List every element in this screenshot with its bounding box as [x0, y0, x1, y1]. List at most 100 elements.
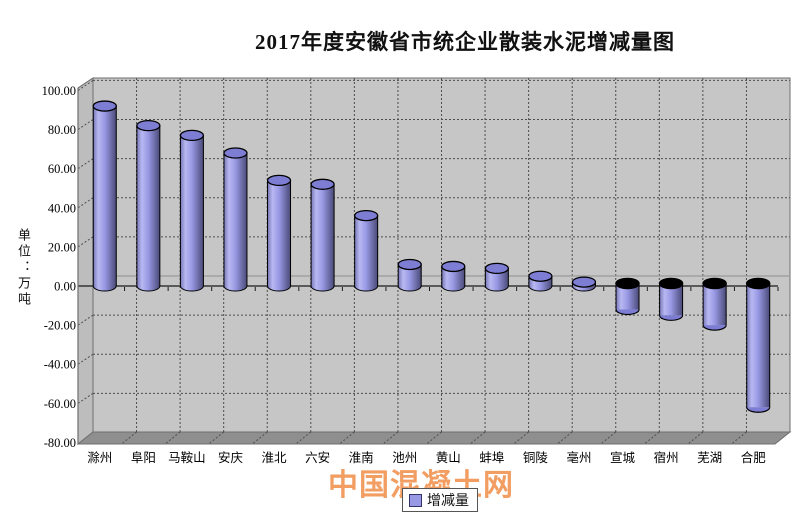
x-category-label: 六安 [305, 450, 330, 465]
h-gridline-wall-dash [77, 80, 94, 91]
cylinder-bar-合肥 [745, 277, 771, 413]
x-category-label: 宿州 [654, 450, 679, 465]
v-gridline-floor-dash [687, 431, 704, 445]
x-category-label: 阜阳 [131, 450, 156, 465]
v-gridline-floor-dash [339, 431, 355, 445]
bar-body [180, 135, 204, 286]
bar-negative-cap-ellipse [702, 277, 727, 290]
y-tick-label: -60.00 [44, 397, 76, 411]
x-category-label: 黄山 [436, 451, 461, 465]
cylinder-bar-阜阳 [136, 119, 161, 292]
cylinder-bar-六安 [310, 178, 335, 292]
h-gridline-wall-dash [77, 158, 94, 170]
y-tick-label: 60.00 [48, 162, 76, 176]
x-category-label: 淮南 [349, 450, 374, 465]
v-gridline-floor-dash [251, 431, 268, 445]
x-category-label: 合肥 [741, 450, 767, 465]
cylinder-bar-黄山 [441, 260, 466, 292]
y-axis-unit-label: 单位：万吨 [16, 228, 31, 308]
bar-bottom-arc [310, 285, 335, 292]
bar-top-ellipse [136, 119, 161, 132]
cylinder-bar-淮北 [266, 174, 292, 292]
bar-negative-cap-ellipse [745, 277, 771, 290]
h-gridline-wall-dash [77, 236, 94, 248]
bar-bottom-arc [571, 285, 596, 292]
y-tick-label: 40.00 [48, 201, 76, 215]
bar-body [223, 153, 247, 286]
chart-title: 2017年度安徽省市统企业散装水泥增减量图 [255, 30, 675, 54]
bar-body [354, 215, 378, 286]
bar-bottom-arc [658, 315, 684, 321]
bar-bottom-arc [528, 285, 553, 292]
bar-body [746, 284, 770, 408]
y-tick-label: 80.00 [48, 123, 76, 137]
cylinder-bar-蚌埠 [484, 262, 509, 292]
y-tick-label: -20.00 [44, 319, 76, 333]
bar-bottom-arc [397, 285, 422, 292]
bar-top-ellipse [528, 270, 553, 282]
x-category-label: 芜湖 [697, 450, 722, 465]
x-category-label: 安庆 [218, 450, 244, 465]
bar-body [398, 264, 422, 286]
h-gridline-wall-dash [77, 392, 94, 404]
cylinder-bar-滁州 [92, 100, 117, 292]
h-gridline-wall-dash [77, 314, 94, 326]
bar-top-ellipse [397, 258, 422, 271]
bar-body [93, 106, 117, 286]
left-wall [77, 77, 94, 446]
bar-bottom-arc [136, 285, 161, 292]
bar-bottom-arc [354, 285, 379, 292]
cylinder-bar-淮南 [354, 209, 379, 292]
bar-bottom-arc [92, 285, 117, 292]
bar-negative-cap-ellipse [615, 277, 640, 290]
bar-body [311, 184, 335, 286]
bar-top-ellipse [441, 260, 466, 273]
y-tick-label: 20.00 [48, 240, 76, 254]
bar-bottom-arc [267, 285, 292, 292]
v-gridline-floor-dash [121, 431, 137, 445]
y-tick-label: -80.00 [44, 436, 76, 450]
bar-top-ellipse [223, 147, 248, 159]
y-axis-labels: 100.00 80.00 60.00 40.00 20.00 0.00 -20.00 -40.… [42, 84, 76, 450]
v-gridline-floor-dash [556, 431, 573, 445]
bar-body [136, 125, 160, 287]
y-tick-label: -40.00 [44, 358, 76, 372]
cylinder-bar-池州 [397, 258, 422, 292]
x-category-label: 蚌埠 [479, 451, 504, 465]
cylinder-bar-马鞍山 [179, 129, 205, 292]
v-gridline-floor-dash [513, 431, 529, 445]
bar-top-ellipse [354, 209, 379, 222]
x-category-label: 淮北 [262, 451, 288, 465]
h-gridline-wall-dash [77, 197, 94, 209]
x-category-label: 滁州 [87, 450, 112, 465]
v-gridline-floor-dash [426, 431, 442, 445]
x-category-label: 铜陵 [523, 450, 549, 465]
cylinder-bar-铜陵 [528, 270, 553, 292]
y-tick-label: 100.00 [42, 84, 76, 98]
v-gridline-floor-dash [164, 431, 181, 445]
cylinder-bar-芜湖 [702, 277, 727, 331]
bar-body [267, 180, 291, 286]
bar-top-ellipse [571, 276, 597, 288]
v-gridline-floor-dash [208, 431, 224, 445]
bar-bottom-arc [702, 324, 727, 331]
bar-bottom-arc [441, 285, 466, 292]
bar-body [616, 284, 640, 310]
cylinder-bar-安庆 [223, 147, 248, 292]
h-gridline-wall-dash [77, 119, 94, 130]
v-gridline-floor-dash [382, 431, 399, 445]
bar-negative-cap-ellipse [658, 277, 684, 290]
cylinder-bar-宿州 [658, 277, 684, 321]
bar-top-ellipse [92, 100, 117, 112]
bars-group [92, 100, 771, 413]
bar-bottom-arc [179, 285, 204, 292]
bar-top-ellipse [179, 129, 205, 142]
bar-bottom-arc [615, 309, 640, 316]
bar-top-ellipse [484, 262, 509, 275]
cylinder-bar-亳州 [571, 276, 597, 292]
top-left-slant [77, 77, 94, 89]
y-tick-label: 0.00 [54, 280, 76, 294]
bar-body [703, 284, 727, 326]
bar-bottom-arc [484, 285, 509, 292]
h-gridline-wall-dash [77, 353, 94, 365]
